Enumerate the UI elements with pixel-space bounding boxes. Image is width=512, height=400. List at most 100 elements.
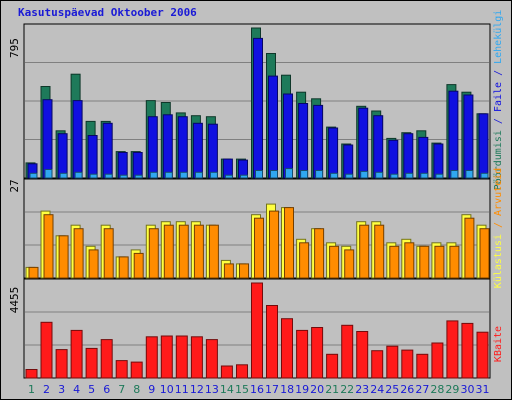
bottom-bar-kbaite-day-9 xyxy=(145,336,158,379)
bottom-bar-kbaite-day-13 xyxy=(205,339,218,379)
top-bar-lehekülgi-day-4 xyxy=(74,171,83,179)
bottom-bar-kbaite-day-3 xyxy=(55,349,68,379)
middle-bar-arvuteid-day-20 xyxy=(314,228,325,279)
middle-bar-arvuteid-day-6 xyxy=(103,228,114,279)
top-bar-faile-day-4 xyxy=(72,100,83,179)
legend-part-2: Arvuteid xyxy=(493,168,504,216)
middle-bar-arvuteid-day-22 xyxy=(344,249,355,279)
legend-part-3: / xyxy=(493,64,504,82)
top-bar-faile-day-10 xyxy=(162,114,173,179)
legend-part-0: KBaite xyxy=(493,326,504,362)
middle-bar-arvuteid-day-27 xyxy=(419,245,430,279)
top-panel xyxy=(23,23,491,179)
middle-bar-arvuteid-day-1 xyxy=(28,266,39,279)
top-bar-faile-day-31 xyxy=(478,113,489,179)
top-bar-faile-day-16 xyxy=(253,37,263,179)
day-label-6: 6 xyxy=(103,383,110,396)
top-bar-faile-day-7 xyxy=(117,152,128,179)
day-label-1: 1 xyxy=(28,383,35,396)
top-bar-lehekülgi-day-7 xyxy=(119,174,128,179)
day-label-2: 2 xyxy=(43,383,50,396)
bottom-bar-kbaite-day-23 xyxy=(356,331,369,379)
top-bar-lehekülgi-day-19 xyxy=(300,170,309,179)
middle-bar-arvuteid-day-3 xyxy=(58,235,69,279)
bottom-bar-kbaite-day-20 xyxy=(311,327,324,379)
middle-bar-arvuteid-day-26 xyxy=(404,242,415,279)
top-bar-lehekülgi-day-10 xyxy=(164,171,173,179)
top-bar-lehekülgi-day-8 xyxy=(134,174,143,179)
bottom-bar-kbaite-day-12 xyxy=(190,336,203,379)
middle-bar-arvuteid-day-7 xyxy=(118,256,129,279)
top-bar-faile-day-12 xyxy=(192,122,203,179)
right-top-text: Pöördumisi / Faile / Lehekülgi xyxy=(493,10,504,191)
top-bar-faile-day-5 xyxy=(87,135,98,179)
top-bar-faile-day-18 xyxy=(283,93,293,179)
top-bar-faile-day-28 xyxy=(433,143,444,179)
middle-bar-arvuteid-day-15 xyxy=(239,263,249,279)
day-label-16: 16 xyxy=(250,383,264,396)
day-label-26: 26 xyxy=(400,383,414,396)
day-label-5: 5 xyxy=(88,383,95,396)
top-bar-lehekülgi-day-31 xyxy=(480,172,489,179)
legend-part-0: Pöördumisi xyxy=(493,130,504,190)
bottom-bar-kbaite-day-6 xyxy=(100,339,113,379)
day-label-4: 4 xyxy=(73,383,80,396)
bottom-bar-kbaite-day-28 xyxy=(431,342,444,379)
top-bar-lehekülgi-day-23 xyxy=(360,170,369,179)
bottom-bar-kbaite-day-11 xyxy=(175,335,188,379)
day-label-12: 12 xyxy=(190,383,204,396)
top-bar-faile-day-21 xyxy=(328,127,339,179)
legend-part-2: Faile xyxy=(493,82,504,112)
top-bar-lehekülgi-day-3 xyxy=(59,172,68,179)
middle-panel xyxy=(23,178,491,279)
bottom-bar-kbaite-day-5 xyxy=(85,347,98,379)
bottom-bar-kbaite-day-22 xyxy=(341,324,354,379)
bottom-bar-kbaite-day-16 xyxy=(251,282,263,379)
middle-bar-arvuteid-day-16 xyxy=(254,217,264,279)
bottom-bar-kbaite-day-17 xyxy=(266,305,278,379)
day-label-19: 19 xyxy=(295,383,309,396)
chart-title: Kasutuspäevad Oktoober 2006 xyxy=(18,6,197,19)
day-axis-labels: 1 2 3 4 5 6 7 8 9 10 11 12 13 14 15 16 17 18 19 20 21 22 23 24 2… xyxy=(28,383,490,396)
top-bar-lehekülgi-day-22 xyxy=(345,173,354,179)
legend-part-1: / xyxy=(493,112,504,130)
bottom-bar-kbaite-day-29 xyxy=(446,320,459,379)
top-bar-lehekülgi-day-24 xyxy=(375,171,384,179)
top-bar-lehekülgi-day-9 xyxy=(149,171,158,179)
day-label-11: 11 xyxy=(175,383,189,396)
day-label-28: 28 xyxy=(430,383,444,396)
bottom-panel xyxy=(23,278,491,379)
top-bar-lehekülgi-day-27 xyxy=(420,172,429,179)
top-bar-lehekülgi-day-21 xyxy=(330,172,339,179)
middle-bar-arvuteid-day-30 xyxy=(464,217,475,279)
middle-series-legend: Külastusi / Arvuteid xyxy=(493,168,504,288)
top-bar-faile-day-6 xyxy=(102,122,113,179)
top-bar-faile-day-24 xyxy=(373,115,384,179)
bottom-bar-kbaite-day-26 xyxy=(401,349,414,379)
day-label-30: 30 xyxy=(461,383,475,396)
middle-bar-arvuteid-day-25 xyxy=(389,245,400,279)
top-bar-lehekülgi-day-15 xyxy=(240,174,248,179)
bottom-bar-kbaite-day-25 xyxy=(386,345,399,379)
middle-bar-arvuteid-day-10 xyxy=(163,224,174,279)
middle-bar-arvuteid-day-18 xyxy=(284,207,294,279)
day-label-31: 31 xyxy=(476,383,490,396)
middle-bar-arvuteid-day-8 xyxy=(133,252,144,279)
top-bar-faile-day-25 xyxy=(388,139,399,179)
right-bottom-text: KBaite xyxy=(493,326,504,362)
top-bar-lehekülgi-day-17 xyxy=(270,170,278,179)
day-label-22: 22 xyxy=(340,383,354,396)
legend-part-0: Külastusi xyxy=(493,234,504,288)
top-bar-faile-day-27 xyxy=(418,136,429,179)
top-bar-faile-day-30 xyxy=(463,94,474,179)
bottom-bar-kbaite-day-8 xyxy=(130,361,143,379)
top-bar-faile-day-11 xyxy=(177,116,188,179)
bottom-bar-kbaite-day-21 xyxy=(326,353,339,379)
day-label-24: 24 xyxy=(370,383,384,396)
day-label-21: 21 xyxy=(325,383,339,396)
bottom-panel-max-label: 4455 xyxy=(8,287,21,314)
day-label-17: 17 xyxy=(265,383,279,396)
top-series-legend: Pöördumisi / Faile / Lehekülgi xyxy=(493,10,504,191)
top-bar-faile-day-17 xyxy=(268,75,278,179)
